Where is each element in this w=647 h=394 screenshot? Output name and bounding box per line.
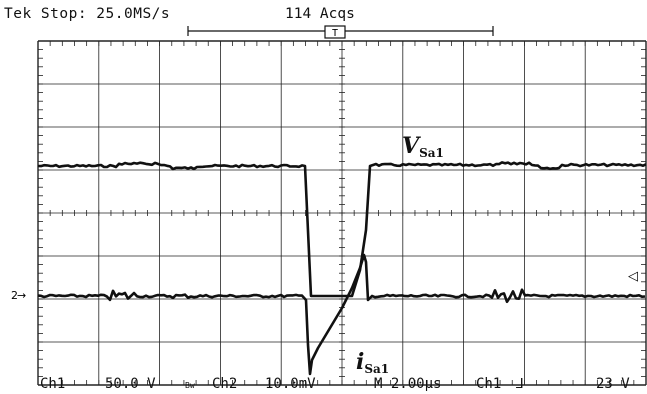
trigger-source: Ch1 bbox=[476, 376, 502, 392]
bandwidth-limit-mark: Bw bbox=[185, 381, 195, 390]
acquisition-count: 114 Acqs bbox=[285, 6, 355, 22]
graticule bbox=[37, 40, 647, 386]
ch1-scale: 50.0 V bbox=[105, 376, 156, 392]
current-trace-label: iSa1 bbox=[356, 349, 390, 376]
trigger-position-marker: T bbox=[332, 28, 338, 39]
ch2-label: Ch2 bbox=[212, 376, 238, 392]
trigger-level: 23 V bbox=[596, 376, 630, 392]
scope-status-bar: Ch1 50.0 V Bw Ch2 10.0mV M 2.00μs Ch1 ⅃ … bbox=[0, 376, 647, 394]
ch2-scale: 10.0mV bbox=[265, 376, 316, 392]
acquisition-status: Tek Stop: 25.0MS/s bbox=[4, 6, 171, 22]
voltage-trace-label: VSa1 bbox=[402, 133, 444, 160]
ground-arrow-icon: → bbox=[17, 289, 26, 302]
ch2-ground-marker: 2 bbox=[11, 289, 18, 302]
trigger-level-arrow-icon: ◁ bbox=[628, 269, 638, 284]
trigger-slope-icon: ⅃ bbox=[516, 376, 524, 392]
ch1-label: Ch1 bbox=[40, 376, 66, 392]
scope-header: Tek Stop: 25.0MS/s 114 Acqs bbox=[0, 0, 647, 40]
record-length-bar bbox=[187, 25, 494, 39]
timebase: M 2.00μs bbox=[374, 376, 442, 392]
current-trace bbox=[37, 253, 646, 376]
